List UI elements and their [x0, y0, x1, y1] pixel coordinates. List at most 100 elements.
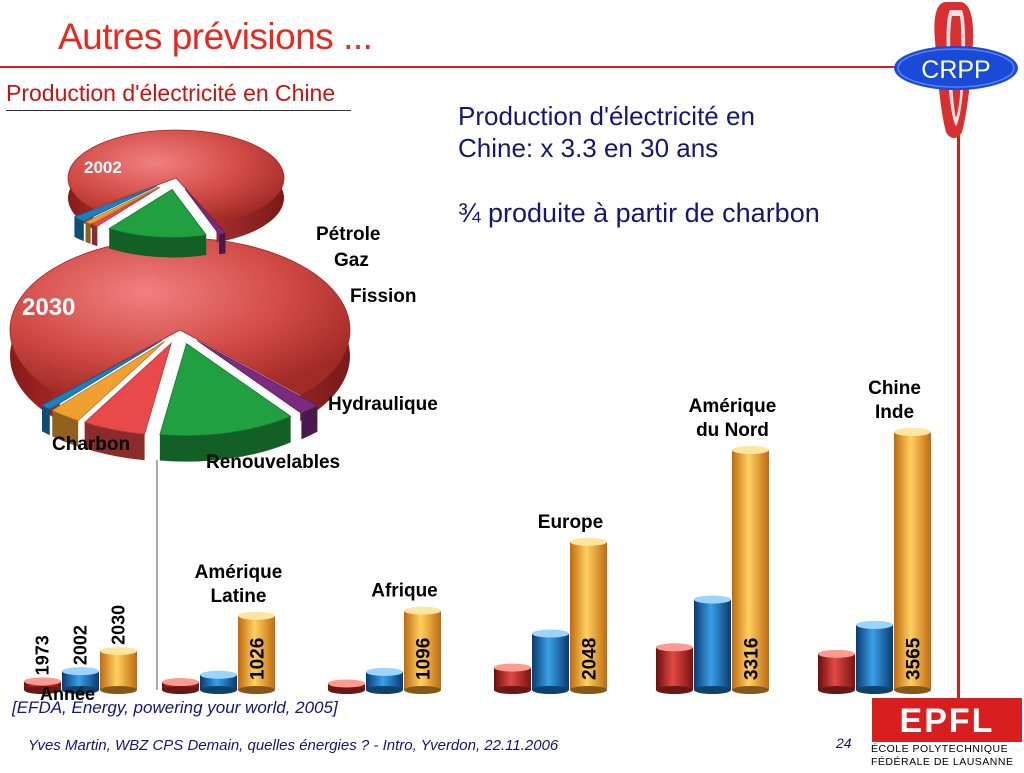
bar-base — [494, 686, 531, 694]
bar-base — [656, 686, 693, 694]
bar-cap — [100, 646, 137, 655]
pie-slice-gaz — [84, 186, 160, 244]
title-divider — [0, 66, 900, 68]
bar-cap — [404, 606, 441, 615]
bar-body — [366, 671, 403, 690]
bar-base — [238, 686, 275, 694]
bar-base — [818, 686, 855, 694]
bar-1-2002 — [200, 670, 237, 694]
bar-base — [328, 686, 365, 694]
bar-base — [894, 686, 931, 694]
legend-title: Année — [40, 684, 95, 700]
bar-body — [100, 650, 137, 690]
pie-2030 — [9, 237, 351, 462]
headline-fraction: ¾ produite à partir de charbon — [458, 198, 820, 228]
bar-base — [162, 686, 199, 694]
legend-year-label: 1973 — [33, 635, 53, 675]
slice-side — [41, 405, 50, 436]
bar-cap — [162, 678, 199, 687]
bar-cap — [494, 663, 531, 672]
bar-chart: 1973 2002 2030 Année 1026 Amérique Latine 1096 A… — [24, 378, 931, 700]
bar-body — [656, 647, 693, 690]
bar-body — [818, 653, 855, 690]
bar-4-2002 — [694, 595, 731, 694]
slice-top — [196, 340, 319, 414]
bar-cap — [238, 611, 275, 620]
slice-side — [159, 416, 291, 462]
slice-top — [51, 341, 165, 422]
slice-label-fission: Fission — [350, 286, 417, 307]
bar-cap — [732, 446, 769, 455]
slice-label-gaz: Gaz — [334, 250, 369, 271]
slice-side — [109, 228, 207, 258]
bar-body — [200, 674, 237, 690]
bar-cap — [200, 670, 237, 679]
pie-year-2002-label: 2002 — [84, 158, 122, 177]
category-label: Inde — [875, 402, 914, 423]
headline-line-1: Production d'électricité en — [458, 101, 755, 131]
bar-cap — [656, 643, 693, 652]
category-label: Afrique — [371, 581, 438, 602]
pie-slice-petrole — [41, 339, 163, 436]
bar-cap — [818, 649, 855, 658]
slice-label-hydraulique: Hydraulique — [328, 394, 438, 415]
bar-3-2030 — [570, 537, 607, 694]
slice-top — [90, 186, 161, 227]
legend-year-label: 2002 — [71, 625, 91, 665]
bar-4-1973 — [656, 643, 693, 694]
pie-slice-fission — [83, 341, 172, 461]
category-label: Amérique — [195, 562, 283, 583]
bar-body — [24, 681, 61, 690]
slice-top — [41, 339, 163, 410]
bar-5-2030 — [894, 428, 931, 694]
pie-chart — [9, 129, 351, 462]
bar-base — [732, 686, 769, 694]
slice-label-petrole: Pétrole — [316, 224, 381, 245]
bar-body — [694, 599, 731, 690]
pie-slice-renouvelables — [196, 340, 319, 440]
bar-cap — [856, 620, 893, 629]
slice-side — [91, 224, 98, 247]
subtitle-underline — [6, 110, 351, 111]
bar-data-label: 3565 — [904, 637, 925, 680]
bar-body — [404, 610, 441, 690]
epfl-line-2: FÉDÉRALE DE LAUSANNE — [871, 755, 1013, 768]
slice-side — [85, 221, 91, 244]
slice-top — [184, 188, 227, 235]
bar-data-label: 2048 — [580, 638, 601, 680]
bar-base — [570, 686, 607, 694]
bar-cap — [62, 667, 99, 676]
footer-text: Yves Martin, WBZ CPS Demain, quelles éne… — [28, 737, 559, 754]
slice-top — [67, 129, 285, 223]
slice-label-charbon: Charbon — [52, 434, 131, 455]
legend-bar-2002 — [62, 667, 99, 694]
pie-slice-fission — [90, 186, 161, 247]
slice-top — [84, 186, 160, 225]
bar-cap — [694, 595, 731, 604]
slice-side — [301, 405, 318, 440]
source-citation: [EFDA, Energy, powering your world, 2005… — [12, 698, 338, 717]
bar-base — [404, 686, 441, 694]
pie-year-2030-label: 2030 — [22, 294, 76, 321]
crpp-logo: CRPP — [888, 0, 1024, 140]
slice-label-renouvelables: Renouvelables — [206, 452, 341, 473]
bar-2-2030 — [404, 606, 441, 694]
pie-slice-renouvelables — [184, 188, 227, 255]
bar-group: 1973 2002 2030 Année 1026 Amérique Latine 1096 A… — [24, 378, 931, 700]
slice-top — [73, 185, 158, 222]
bar-1-2030 — [238, 611, 275, 694]
bar-5-2002 — [856, 620, 893, 694]
bar-1-1973 — [162, 678, 199, 694]
bar-base — [200, 686, 237, 694]
bar-cap — [24, 677, 61, 686]
bar-4-2030 — [732, 446, 769, 694]
category-label: du Nord — [696, 420, 769, 441]
bar-base — [366, 686, 403, 694]
bar-data-label: 1026 — [248, 638, 269, 680]
bar-base — [24, 686, 61, 694]
bar-base — [532, 686, 569, 694]
bar-body — [732, 450, 769, 690]
legend-bar-1973 — [24, 677, 61, 694]
category-label: Chine — [868, 378, 921, 399]
bar-base — [100, 686, 137, 694]
